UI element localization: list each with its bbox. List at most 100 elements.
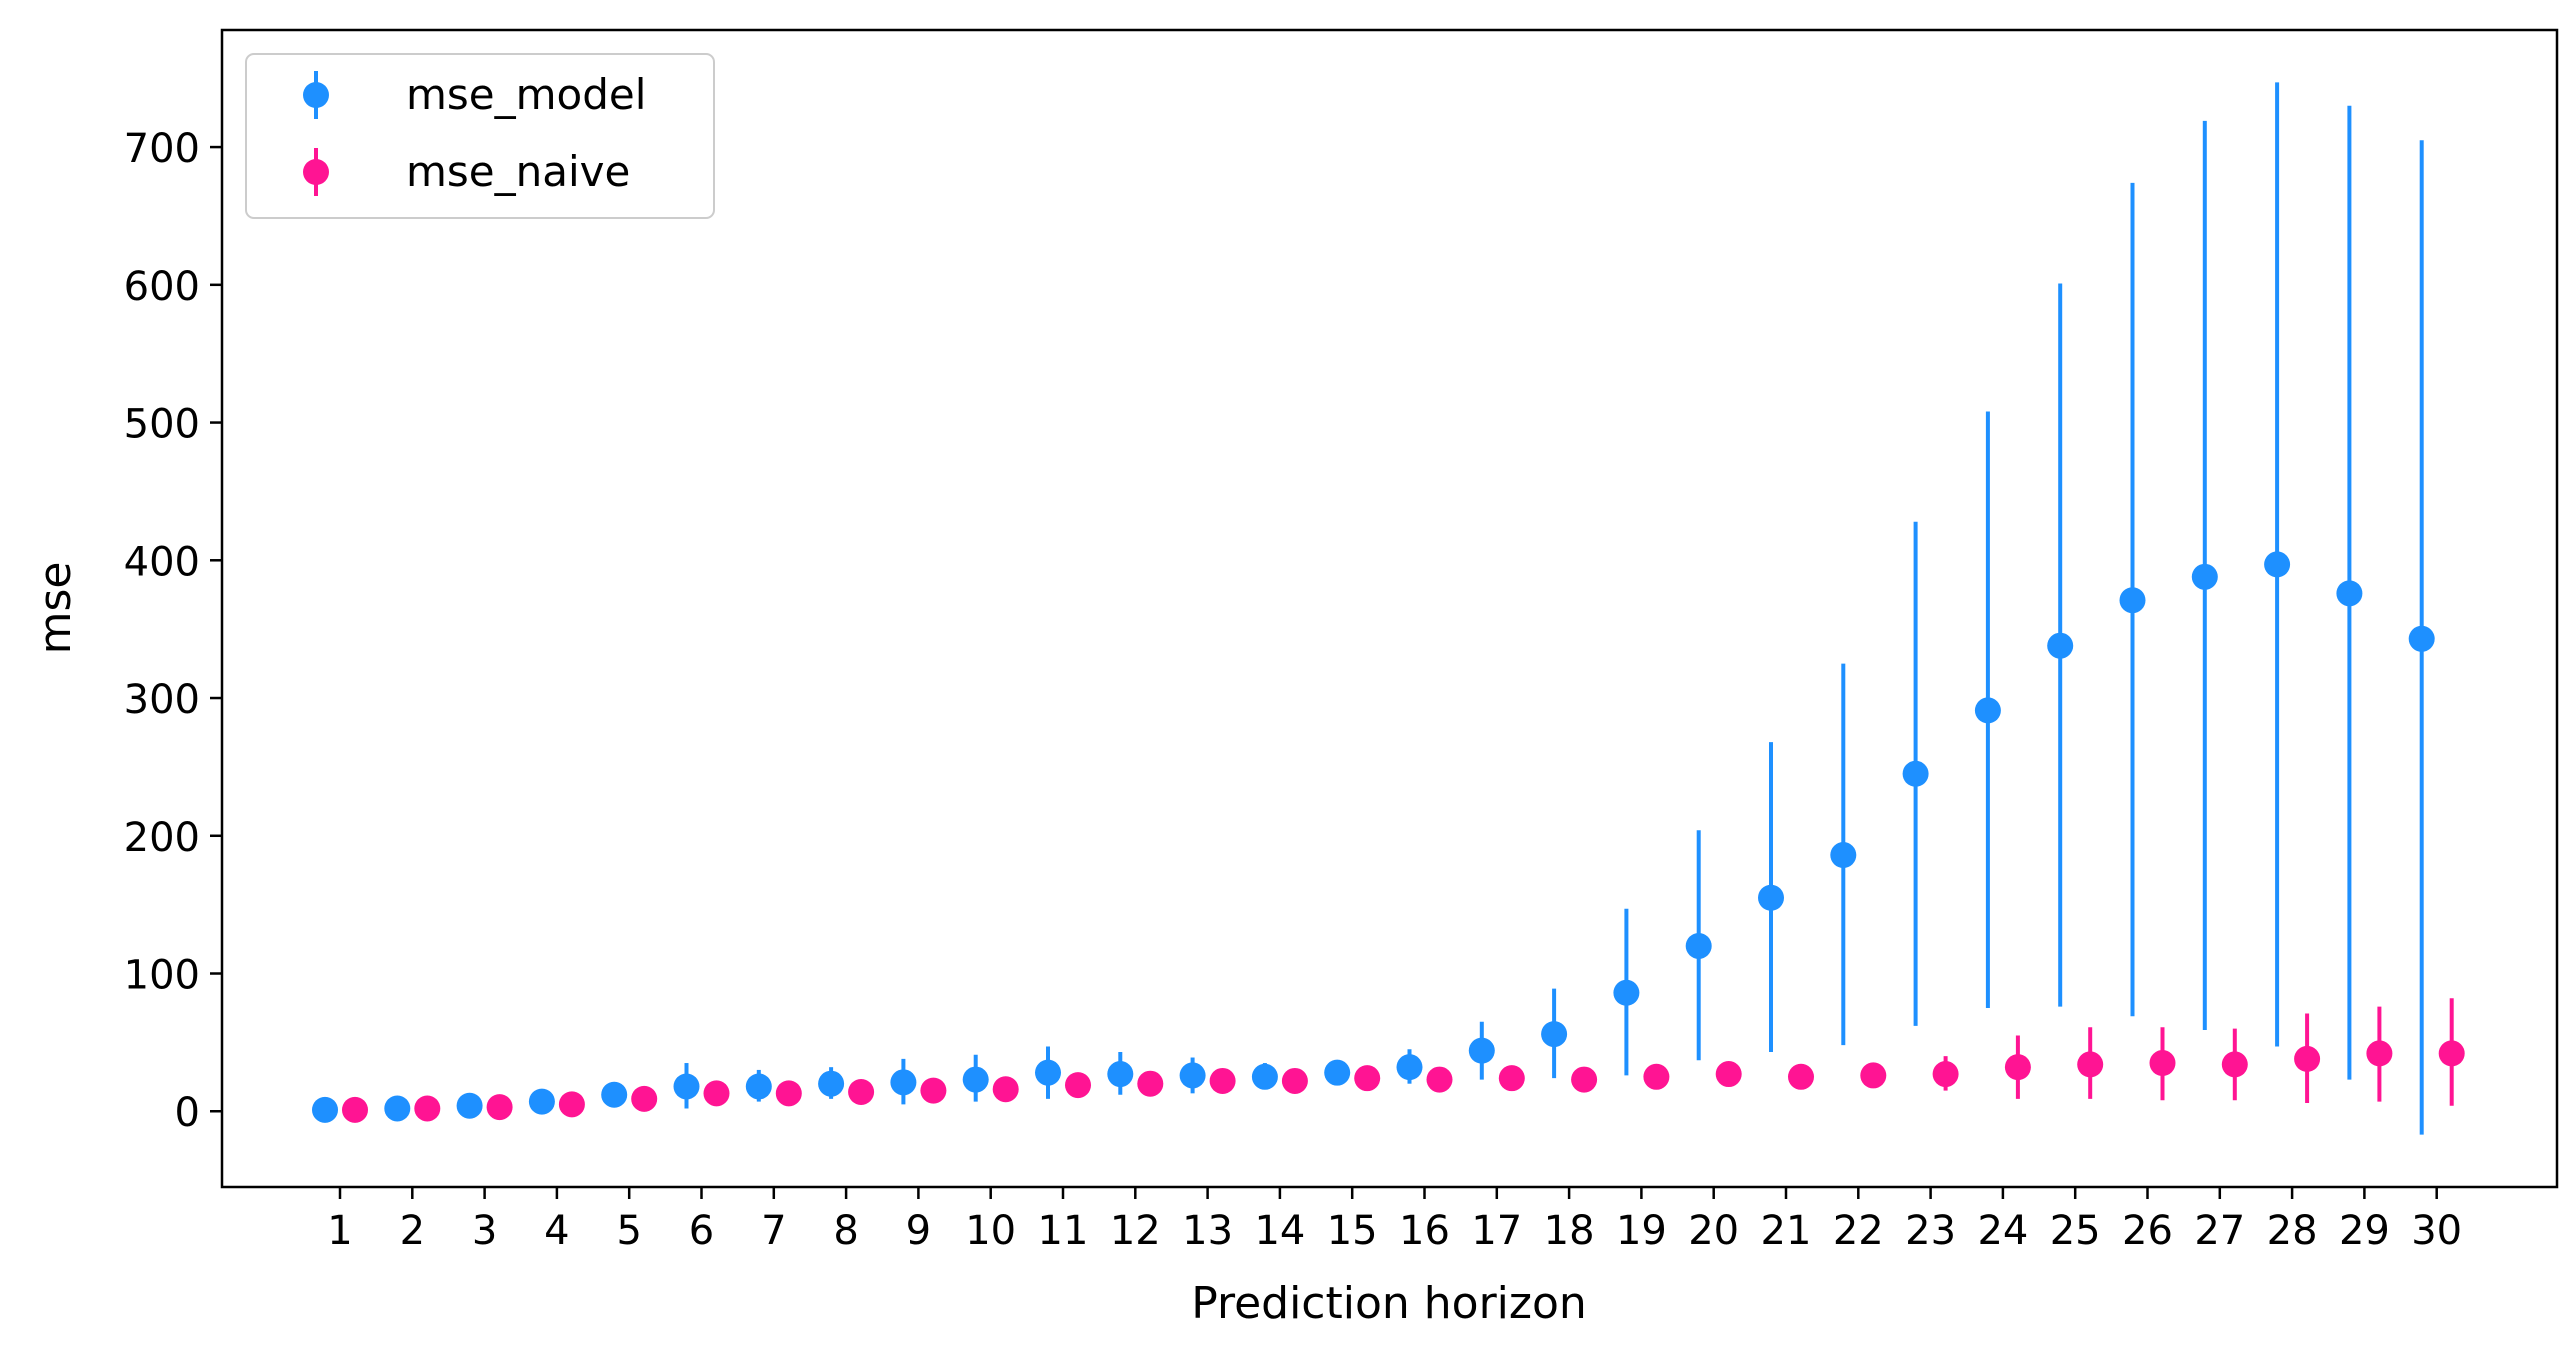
legend-frame: [245, 53, 715, 219]
mse_naive-point: [1498, 1065, 1525, 1092]
series-mse_model: [312, 82, 2435, 1135]
mse_model-point: [745, 1073, 772, 1100]
mse_model-point: [890, 1069, 917, 1096]
mse_model-point: [818, 1070, 845, 1097]
x-tick-label: 12: [1110, 1208, 1161, 1254]
y-tick-label: 700: [124, 126, 200, 172]
mse_naive-point: [920, 1077, 947, 1104]
mse_naive-point: [486, 1094, 513, 1121]
mse_model-point: [1179, 1062, 1206, 1089]
mse_model-point: [1974, 697, 2001, 724]
x-tick-label: 16: [1399, 1208, 1450, 1254]
mse_model-point: [1758, 884, 1784, 911]
plot-frame: [220, 28, 2559, 1189]
legend-naive-marker: [303, 159, 329, 185]
x-tick-label: 9: [906, 1208, 931, 1254]
legend-naive-label: mse_naive: [406, 147, 630, 196]
x-tick-label: 27: [2194, 1208, 2245, 1254]
mse_naive-point: [1137, 1070, 1164, 1097]
x-tick-label: 2: [400, 1208, 425, 1254]
mse_model-point: [456, 1092, 483, 1119]
mse_model-point: [384, 1095, 411, 1122]
mse_model-point: [1324, 1059, 1351, 1086]
mse_naive-point: [1065, 1072, 1091, 1099]
mse_naive-point: [2004, 1054, 2031, 1081]
x-tick-label: 19: [1616, 1208, 1667, 1254]
mse_model-point: [1902, 760, 1929, 787]
mse_naive-point: [1715, 1061, 1742, 1088]
y-tick-label: 400: [124, 539, 200, 585]
x-tick-label: 4: [544, 1208, 569, 1254]
x-tick-label: 18: [1544, 1208, 1595, 1254]
mse_model-point: [1541, 1021, 1568, 1048]
mse_naive-point: [558, 1091, 585, 1118]
mse_naive-point: [1354, 1065, 1381, 1092]
mse_model-point: [2119, 587, 2146, 614]
x-tick-label: 10: [965, 1208, 1016, 1254]
legend-model-marker: [303, 82, 329, 108]
x-tick-label: 17: [1471, 1208, 1522, 1254]
mse_naive-point: [1426, 1066, 1453, 1093]
x-tick-label: 8: [833, 1208, 858, 1254]
mse_naive-point: [1571, 1066, 1598, 1093]
mse_naive-point: [775, 1080, 802, 1107]
x-tick-label: 26: [2122, 1208, 2173, 1254]
mse_naive-point: [2294, 1045, 2321, 1072]
x-axis: 1 2 3 4 5 6 7 8 9 10 11 12 13 14 15 16 17 18 19 20 21 22 23 24 2…: [327, 1187, 2462, 1254]
x-tick-label: 11: [1038, 1208, 1089, 1254]
mse_model-point: [1107, 1061, 1134, 1088]
x-tick-label: 15: [1327, 1208, 1378, 1254]
x-tick-label: 1: [327, 1208, 352, 1254]
mse_model-point: [1830, 842, 1857, 869]
y-tick-label: 600: [124, 264, 200, 310]
mse_naive-point: [848, 1078, 875, 1105]
x-tick-label: 30: [2411, 1208, 2462, 1254]
x-tick-label: 13: [1182, 1208, 1233, 1254]
mse_naive-point: [1860, 1062, 1887, 1089]
y-tick-label: 300: [124, 677, 200, 723]
x-axis-label: Prediction horizon: [1191, 1278, 1587, 1329]
mse_model-point: [2336, 580, 2363, 607]
mse_model-point: [1035, 1059, 1061, 1086]
mse_naive-point: [992, 1076, 1019, 1103]
mse_model-point: [601, 1081, 628, 1108]
mse_naive-point: [2438, 1040, 2465, 1067]
y-axis: 0 100 200 300 400 500 600 700: [124, 126, 222, 1136]
x-tick-label: 6: [689, 1208, 714, 1254]
mse_naive-point: [2149, 1050, 2176, 1077]
x-tick-label: 28: [2267, 1208, 2318, 1254]
mse_model-point: [2408, 625, 2435, 652]
plot-marks: [312, 82, 2465, 1135]
y-axis-label: mse: [30, 562, 81, 655]
x-tick-label: 21: [1761, 1208, 1812, 1254]
mse_model-point: [1251, 1063, 1278, 1090]
y-tick-label: 0: [175, 1090, 200, 1136]
mse_naive-point: [2366, 1040, 2393, 1067]
y-tick-label: 100: [124, 953, 200, 999]
legend-model-label: mse_model: [406, 70, 646, 119]
mse_naive-point: [1643, 1063, 1670, 1090]
y-tick-label: 500: [124, 402, 200, 448]
mse_naive-point: [1209, 1067, 1236, 1094]
mse_naive-point: [2077, 1051, 2104, 1078]
x-tick-label: 3: [472, 1208, 497, 1254]
x-tick-label: 5: [616, 1208, 641, 1254]
mse_naive-point: [2221, 1051, 2248, 1078]
mse_model-point: [1613, 979, 1640, 1006]
mse_model-point: [1396, 1054, 1423, 1081]
legend: mse_model mse_naive: [245, 53, 715, 219]
mse_model-point: [2264, 551, 2291, 578]
mse_model-point: [312, 1096, 338, 1123]
mse_model-point: [1685, 932, 1712, 959]
mse_naive-point: [631, 1085, 658, 1112]
series-mse_naive: [342, 998, 2465, 1123]
mse_naive-point: [414, 1095, 441, 1122]
x-tick-label: 14: [1254, 1208, 1305, 1254]
mse_model-point: [2047, 632, 2074, 659]
mse_model-point: [1468, 1037, 1495, 1064]
x-tick-label: 20: [1688, 1208, 1739, 1254]
x-tick-label: 25: [2050, 1208, 2101, 1254]
mse_naive-point: [703, 1080, 730, 1107]
x-tick-label: 24: [1977, 1208, 2028, 1254]
